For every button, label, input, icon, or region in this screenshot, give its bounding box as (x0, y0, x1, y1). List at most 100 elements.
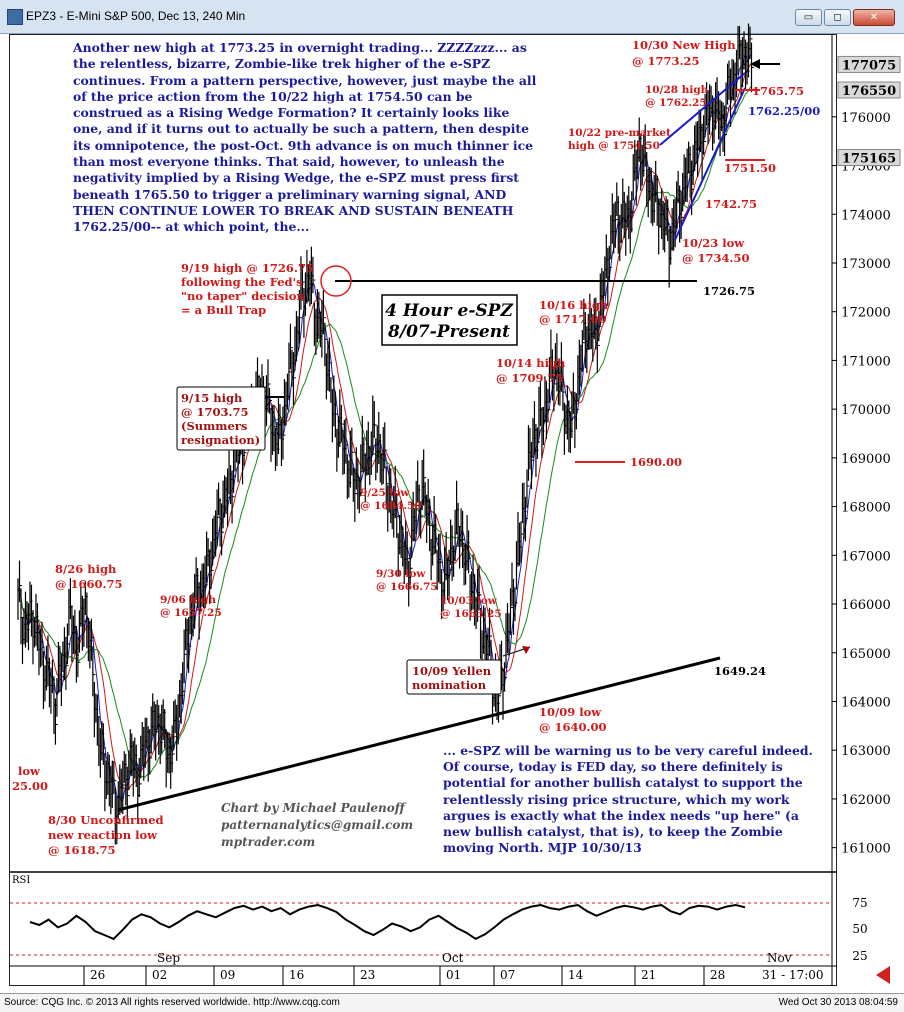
price-tag-label: 175165 (842, 152, 896, 167)
label-yellen-line2: nomination (412, 678, 487, 692)
commentary-bottom-text: ... e-SPZ will be warning us to be very … (443, 743, 813, 856)
label-yellen-line1: 10/09 Yellen (412, 664, 492, 678)
status-bar: Source: CQG Inc. © 2013 All rights reser… (0, 993, 904, 1012)
rsi-line (29, 903, 746, 941)
close-button[interactable]: ✕ (853, 9, 895, 26)
app-icon (7, 9, 23, 25)
label-1009-value: @ 1640.00 (539, 720, 607, 734)
label-1030-value: @ 1773.25 (632, 54, 700, 68)
y-tick-label: 162000 (841, 793, 891, 808)
chart-title-line1: 4 Hour e-SPZ (385, 301, 513, 321)
chart-title-line2: 8/07-Present (387, 322, 510, 342)
x-tick-label: 28 (710, 968, 725, 982)
commentary-bottom: ... e-SPZ will be warning us to be very … (443, 743, 813, 856)
x-tick-label: 09 (220, 968, 235, 982)
label-1022-value: high @ 1754.50 (568, 140, 660, 152)
label-925-value: @ 1684.50 (360, 500, 422, 512)
label-1014-value: @ 1709.75 (496, 371, 564, 385)
yellen-arrowhead (522, 646, 530, 654)
commentary-top: Another new high at 1773.25 in overnight… (73, 40, 536, 234)
label-925-low: 9/25 low (360, 487, 410, 499)
wedge-upper-line (659, 72, 746, 146)
y-tick-label: 168000 (841, 501, 891, 516)
restore-button[interactable]: ◻ (824, 9, 851, 26)
label-1022-high: 10/22 pre-market (568, 127, 671, 139)
label-919-line4: = a Bull Trap (181, 303, 266, 317)
chart-title-box (381, 294, 518, 346)
summers-box (176, 386, 266, 451)
wedge-lower-line (674, 87, 746, 241)
y-tick-label: 165000 (841, 647, 891, 662)
status-timestamp: Wed Oct 30 2013 08:04:59 (778, 997, 898, 1008)
label-915-line3: (Summers (181, 419, 247, 433)
y-tick-label: 171000 (841, 354, 891, 369)
x-tick-label: 26 (90, 968, 105, 982)
rsi-tick-50: 50 (852, 922, 867, 936)
label-1030-high: 10/30 New High (632, 38, 736, 52)
y-tick-label: 164000 (841, 695, 891, 710)
month-label-sep: Sep (157, 951, 180, 965)
level-label-1751: 1751.50 (724, 161, 776, 175)
month-label-nov: Nov (767, 951, 792, 965)
y-tick-label: 169000 (841, 452, 891, 467)
y-tick-label: 170000 (841, 403, 891, 418)
label-919-line3: "no taper" decision (181, 289, 305, 303)
label-1003-low: 10/03 low (440, 595, 498, 607)
credit-line3: mptrader.com (221, 835, 315, 849)
status-source: Source: CQG Inc. © 2013 All rights reser… (4, 997, 340, 1008)
label-830-line2: new reaction low (48, 828, 158, 842)
label-1009-low: 10/09 low (539, 705, 602, 719)
level-label-1649: 1649.24 (714, 664, 766, 678)
label-left-value: 25.00 (12, 779, 48, 793)
price-tag (837, 81, 901, 99)
x-tick-label: 01 (446, 968, 461, 982)
label-1028-value: @ 1762.25 (645, 97, 707, 109)
y-tick-label: 173000 (841, 257, 891, 272)
label-1016-value: @ 1717.00 (539, 312, 607, 326)
label-1014-high: 10/14 high (496, 356, 566, 370)
price-tag-label: 176550 (842, 84, 896, 99)
label-1028-high: 10/28 high (645, 84, 709, 96)
rsi-tick-75: 75 (852, 896, 867, 910)
level-label-1690: 1690.00 (630, 455, 682, 469)
x-tick-label: 02 (152, 968, 167, 982)
price-tag (837, 55, 901, 73)
label-830-line3: @ 1618.75 (48, 843, 116, 857)
y-tick-label: 161000 (841, 842, 891, 857)
x-tick-label: 14 (568, 968, 584, 982)
new-high-arrowhead (750, 59, 760, 69)
level-label-1762: 1762.25/00 (748, 104, 820, 118)
y-tick-label: 172000 (841, 306, 891, 321)
x-tick-label: 23 (360, 968, 375, 982)
bull-trap-circle (320, 265, 352, 297)
window-title: EPZ3 - E-Mini S&P 500, Dec 13, 240 Min (26, 9, 246, 23)
level-label-1765: 1765.75 (752, 84, 804, 98)
level-label-1742: 1742.75 (705, 197, 757, 211)
label-930-value: @ 1666.75 (376, 581, 438, 593)
label-1003-value: @ 1663.25 (440, 608, 502, 620)
label-left-low: low (18, 764, 41, 778)
label-906-value: @ 1657.25 (160, 607, 222, 619)
support-trendline (117, 656, 721, 812)
x-tick-label: 07 (500, 968, 515, 982)
x-tick-label: 16 (289, 968, 304, 982)
label-1023-low: 10/23 low (682, 236, 745, 250)
label-830-line1: 8/30 Unconfirmed (48, 813, 164, 827)
label-915-line1: 9/15 high (181, 391, 243, 405)
x-tick-label: 21 (641, 968, 656, 982)
label-826-high: 8/26 high (55, 562, 117, 576)
level-label-1726: 1726.75 (703, 284, 755, 298)
label-1023-value: @ 1734.50 (682, 251, 750, 265)
label-1016-high: 10/16 high (539, 298, 609, 312)
rsi-label: RSI (12, 875, 30, 886)
scroll-right-arrow-icon[interactable] (876, 966, 890, 984)
y-tick-label: 176000 (841, 111, 891, 126)
y-tick-label: 166000 (841, 598, 891, 613)
yellen-box (406, 659, 502, 695)
y-tick-label: 163000 (841, 744, 891, 759)
minimize-button[interactable]: ▭ (795, 9, 822, 26)
label-906-high: 9/06 high (160, 594, 216, 606)
window-titlebar: EPZ3 - E-Mini S&P 500, Dec 13, 240 Min ▭… (0, 0, 904, 34)
chart-frame (9, 34, 837, 986)
